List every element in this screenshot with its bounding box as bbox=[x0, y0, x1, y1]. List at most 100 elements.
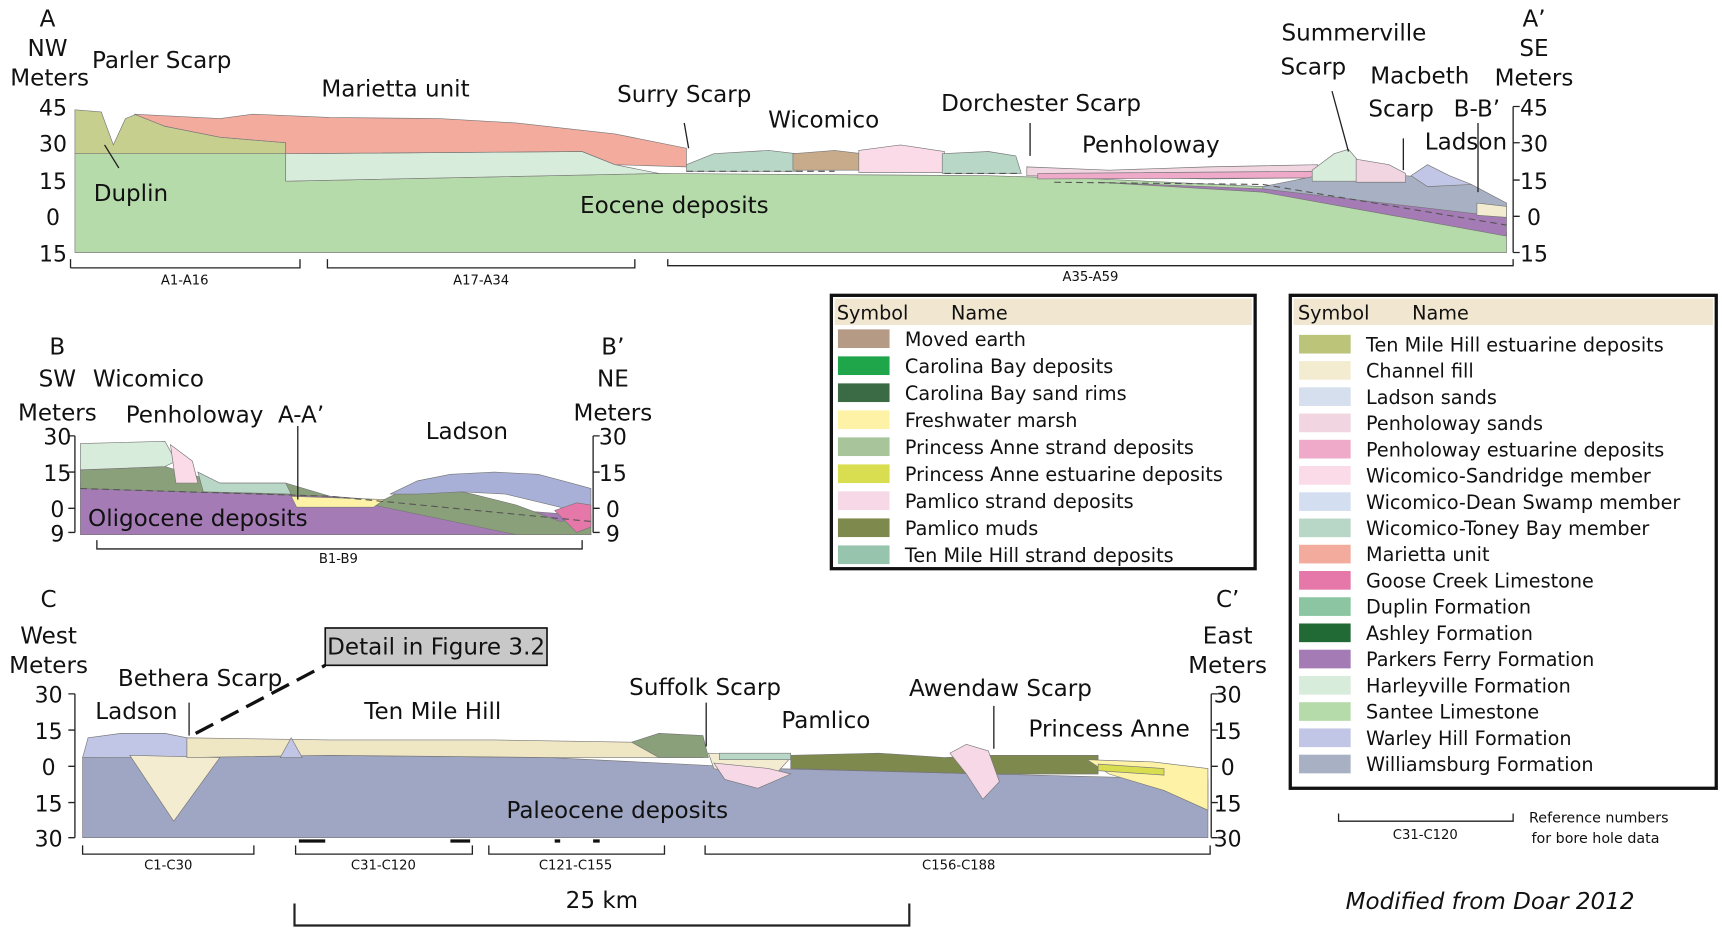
legend-label: Santee Limestone bbox=[1366, 701, 1539, 724]
borehole-range: C31-C120 bbox=[351, 859, 416, 874]
depth-label: 30 bbox=[35, 827, 63, 852]
feature-label: Ladson bbox=[426, 419, 508, 445]
legend-swatch bbox=[837, 437, 890, 457]
borehole-range: C1-C30 bbox=[144, 859, 192, 874]
feature-label: Wicomico bbox=[93, 366, 204, 392]
feature-label: Scarp bbox=[1368, 96, 1434, 122]
feature-label: Ten Mile Hill bbox=[363, 699, 501, 725]
legend-swatch bbox=[1299, 334, 1351, 354]
legend-label: Wicomico-Dean Swamp member bbox=[1366, 491, 1680, 514]
depth-label: 0 bbox=[1221, 756, 1235, 781]
depth-label: 0 bbox=[1527, 206, 1541, 231]
legend-label: Ashley Formation bbox=[1366, 622, 1533, 645]
legend-label: Ten Mile Hill estuarine deposits bbox=[1365, 333, 1664, 356]
section-b-shapes bbox=[68, 425, 600, 550]
section-end-label: SW bbox=[39, 366, 77, 392]
legend-swatch bbox=[1299, 702, 1351, 721]
feature-label: Ladson bbox=[95, 699, 177, 725]
legend-swatch bbox=[837, 518, 890, 538]
legend-label: Pamlico strand deposits bbox=[905, 490, 1134, 513]
feature-label: Suffolk Scarp bbox=[629, 675, 781, 701]
section-end-label: Meters bbox=[10, 66, 89, 92]
legend-label: Parkers Ferry Formation bbox=[1366, 648, 1594, 671]
borehole-range: A35-A59 bbox=[1062, 270, 1118, 285]
depth-label: 30 bbox=[43, 426, 71, 451]
feature-label: Parler Scarp bbox=[92, 48, 231, 74]
feature-label: Surry Scarp bbox=[617, 82, 751, 108]
feature-label: Summerville bbox=[1282, 21, 1427, 47]
feature-label: Princess Anne bbox=[1028, 717, 1189, 743]
legend-swatch bbox=[837, 464, 890, 484]
depth-label: 15 bbox=[599, 462, 627, 487]
reference-note: Reference numbers bbox=[1529, 810, 1668, 826]
legend-swatch bbox=[1299, 466, 1351, 485]
legend-header: Symbol bbox=[1298, 301, 1370, 324]
feature-label: Penholoway bbox=[126, 403, 264, 429]
legend-label: Princess Anne strand deposits bbox=[905, 436, 1194, 459]
depth-label: 9 bbox=[50, 522, 64, 547]
section-end-label: NW bbox=[27, 36, 67, 62]
legend-label: Williamsburg Formation bbox=[1366, 753, 1594, 776]
legend-label: Pamlico muds bbox=[905, 517, 1038, 540]
depth-label: 15 bbox=[1214, 720, 1242, 745]
credit: Modified from Doar 2012 bbox=[1346, 889, 1635, 915]
legend-label: Moved earth bbox=[905, 328, 1026, 351]
legend-label: Goose Creek Limestone bbox=[1366, 569, 1594, 592]
feature-label: Bethera Scarp bbox=[118, 666, 282, 692]
detail-box bbox=[324, 627, 548, 667]
legend-swatch bbox=[1299, 675, 1351, 695]
section-end-label: Meters bbox=[9, 653, 88, 679]
depth-label: 15 bbox=[43, 462, 71, 487]
legend-swatch bbox=[1299, 544, 1351, 564]
feature-label: Wicomico bbox=[768, 107, 879, 133]
legend-swatch bbox=[1299, 728, 1351, 748]
section-end-label: A’ bbox=[1522, 6, 1545, 32]
legend-1-header-band bbox=[834, 298, 1252, 325]
legend-label: Ten Mile Hill strand deposits bbox=[904, 544, 1174, 567]
section-end-label: C bbox=[41, 587, 57, 613]
legend-1-box bbox=[829, 293, 1257, 571]
feature-label: Pamlico bbox=[781, 708, 870, 734]
section-end-label: Meters bbox=[1188, 653, 1267, 679]
legend-swatch bbox=[1299, 623, 1351, 643]
legend-swatch bbox=[1299, 518, 1351, 538]
legend-header: Name bbox=[1412, 301, 1469, 324]
legend-label: Princess Anne estuarine deposits bbox=[905, 463, 1223, 486]
legend-label: Harleyville Formation bbox=[1366, 674, 1571, 697]
legend-swatch bbox=[1299, 387, 1351, 406]
section-end-label: SE bbox=[1519, 36, 1548, 62]
section-end-label: East bbox=[1203, 623, 1253, 649]
section-end-label: A bbox=[40, 6, 56, 32]
depth-label: 45 bbox=[1520, 96, 1548, 121]
section-end-label: West bbox=[20, 623, 77, 649]
legend-label: Wicomico-Sandridge member bbox=[1366, 465, 1651, 488]
section-a-shapes bbox=[69, 90, 1520, 269]
section-end-label: C’ bbox=[1216, 587, 1239, 613]
depth-label: 0 bbox=[50, 498, 64, 523]
legend-swatch bbox=[837, 356, 890, 376]
section-end-label: Meters bbox=[1495, 66, 1574, 92]
legend-label: Wicomico-Toney Bay member bbox=[1366, 517, 1649, 540]
depth-label: 0 bbox=[46, 206, 60, 231]
legend-swatch bbox=[1299, 361, 1351, 380]
legend-swatch bbox=[1299, 649, 1351, 669]
legend-label: Carolina Bay sand rims bbox=[905, 382, 1127, 405]
legend-label: Freshwater marsh bbox=[905, 409, 1077, 432]
depth-label: 15 bbox=[35, 792, 63, 817]
feature-label: Penholoway bbox=[1082, 133, 1220, 159]
depth-label: 30 bbox=[1520, 133, 1548, 158]
depth-label: 30 bbox=[39, 133, 67, 158]
section-end-label: Meters bbox=[18, 400, 97, 426]
feature-label: Scarp bbox=[1281, 55, 1347, 81]
feature-label: Ladson bbox=[1425, 129, 1507, 155]
legend-header: Symbol bbox=[837, 301, 909, 324]
depth-label: 30 bbox=[1214, 684, 1242, 709]
legend-swatch bbox=[837, 329, 890, 349]
legend-swatch bbox=[1299, 492, 1351, 511]
borehole-range: B1-B9 bbox=[319, 552, 358, 567]
reference-example: C31-C120 bbox=[1393, 828, 1458, 843]
legend-label: Marietta unit bbox=[1366, 543, 1490, 566]
depth-label: 9 bbox=[606, 522, 620, 547]
depth-label: 15 bbox=[1214, 792, 1242, 817]
depth-label: 30 bbox=[35, 684, 63, 709]
